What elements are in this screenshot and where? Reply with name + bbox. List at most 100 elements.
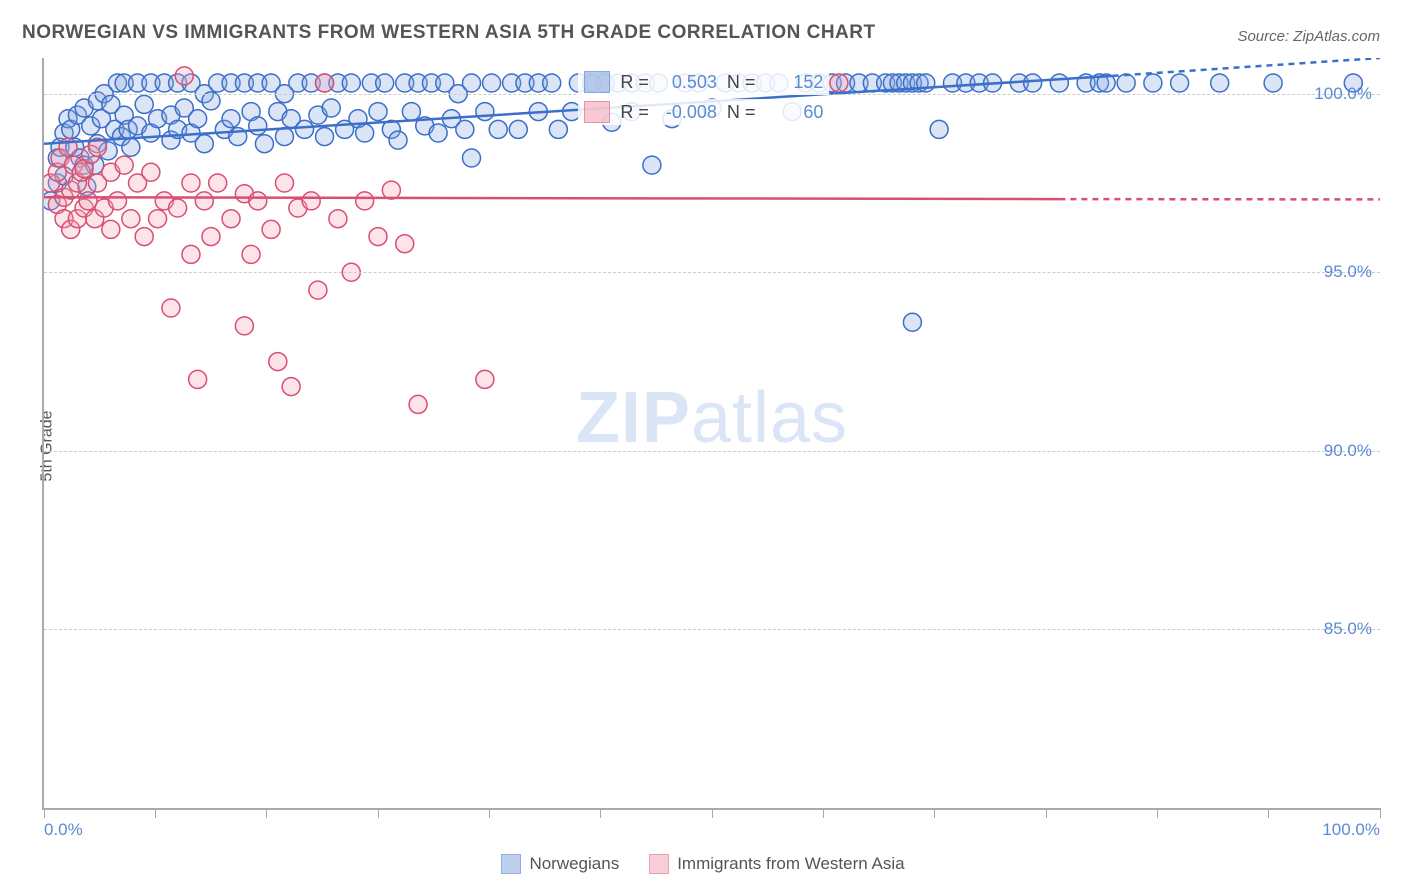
scatter-point xyxy=(476,370,494,388)
x-tick xyxy=(1046,808,1047,818)
scatter-point xyxy=(75,160,93,178)
correlation-stats: R =-0.008N =60 xyxy=(578,99,829,125)
scatter-point xyxy=(970,74,988,92)
scatter-point xyxy=(86,210,104,228)
scatter-point xyxy=(209,174,227,192)
x-tick xyxy=(489,808,490,818)
x-tick xyxy=(823,808,824,818)
scatter-point xyxy=(44,192,60,210)
scatter-point xyxy=(275,174,293,192)
scatter-point xyxy=(342,74,360,92)
n-value: 152 xyxy=(765,72,823,93)
scatter-point xyxy=(55,188,73,206)
scatter-point xyxy=(135,95,153,113)
n-label: N = xyxy=(727,102,756,123)
scatter-point xyxy=(917,74,935,92)
scatter-point xyxy=(396,235,414,253)
scatter-point xyxy=(529,74,547,92)
watermark-bold: ZIP xyxy=(576,378,691,458)
scatter-point xyxy=(1010,74,1028,92)
scatter-point xyxy=(275,128,293,146)
scatter-point xyxy=(182,74,200,92)
scatter-point xyxy=(289,74,307,92)
scatter-point xyxy=(86,156,104,174)
n-value: 60 xyxy=(765,102,823,123)
scatter-point xyxy=(169,199,187,217)
scatter-point xyxy=(643,156,661,174)
scatter-point xyxy=(62,220,80,238)
stats-swatch xyxy=(584,71,610,93)
scatter-point xyxy=(422,74,440,92)
scatter-point xyxy=(262,220,280,238)
scatter-point xyxy=(48,174,66,192)
scatter-point xyxy=(142,163,160,181)
scatter-point xyxy=(222,210,240,228)
x-tick xyxy=(266,808,267,818)
scatter-point xyxy=(409,74,427,92)
y-tick-label: 100.0% xyxy=(1314,84,1372,104)
scatter-point xyxy=(837,74,855,92)
scatter-point xyxy=(115,74,133,92)
scatter-point xyxy=(51,149,69,167)
scatter-point xyxy=(302,192,320,210)
x-tick xyxy=(1157,808,1158,818)
legend-label: Norwegians xyxy=(529,854,619,874)
scatter-point xyxy=(235,185,253,203)
scatter-point xyxy=(509,120,527,138)
scatter-point xyxy=(72,163,90,181)
scatter-point xyxy=(102,95,120,113)
scatter-point xyxy=(162,299,180,317)
scatter-point xyxy=(229,128,247,146)
scatter-point xyxy=(349,110,367,128)
scatter-point xyxy=(930,120,948,138)
scatter-point xyxy=(282,378,300,396)
scatter-point xyxy=(242,103,260,121)
gridline xyxy=(44,272,1380,273)
scatter-point xyxy=(316,74,334,92)
scatter-point xyxy=(376,74,394,92)
scatter-point xyxy=(75,199,93,217)
scatter-point xyxy=(863,74,881,92)
scatter-point xyxy=(890,74,908,92)
correlation-stats: R =0.503N =152 xyxy=(578,69,829,95)
scatter-point xyxy=(850,74,868,92)
y-tick-label: 85.0% xyxy=(1324,619,1372,639)
scatter-point xyxy=(249,117,267,135)
scatter-point xyxy=(316,128,334,146)
scatter-point xyxy=(269,103,287,121)
scatter-point xyxy=(362,74,380,92)
trend-line-extended xyxy=(1113,58,1380,76)
scatter-point xyxy=(329,210,347,228)
chart-title: NORWEGIAN VS IMMIGRANTS FROM WESTERN ASI… xyxy=(22,22,876,44)
stats-swatch xyxy=(584,101,610,123)
scatter-point xyxy=(92,110,110,128)
scatter-point xyxy=(195,192,213,210)
scatter-point xyxy=(115,106,133,124)
scatter-point xyxy=(877,74,895,92)
scatter-point xyxy=(108,192,126,210)
scatter-point xyxy=(182,174,200,192)
scatter-point xyxy=(1077,74,1095,92)
scatter-point xyxy=(75,156,93,174)
scatter-point xyxy=(255,135,273,153)
scatter-point xyxy=(416,117,434,135)
scatter-point xyxy=(222,74,240,92)
r-value: -0.008 xyxy=(659,102,717,123)
watermark: ZIPatlas xyxy=(576,377,848,459)
legend-swatch xyxy=(501,854,521,874)
n-label: N = xyxy=(727,72,756,93)
scatter-point xyxy=(78,178,96,196)
scatter-point xyxy=(389,131,407,149)
scatter-point xyxy=(309,281,327,299)
scatter-point xyxy=(59,110,77,128)
scatter-point xyxy=(129,74,147,92)
scatter-point xyxy=(48,149,66,167)
scatter-point xyxy=(88,138,106,156)
scatter-point xyxy=(296,120,314,138)
scatter-point xyxy=(149,110,167,128)
scatter-point xyxy=(66,138,84,156)
scatter-point xyxy=(62,181,80,199)
scatter-point xyxy=(943,74,961,92)
scatter-point xyxy=(149,210,167,228)
scatter-point xyxy=(189,370,207,388)
